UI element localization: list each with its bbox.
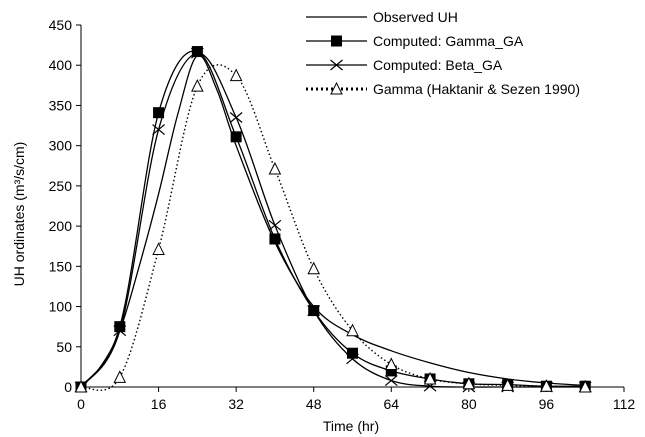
x-axis-title: Time (hr) [323, 418, 379, 434]
data-point [578, 379, 592, 393]
x-marker-stroke [190, 47, 204, 59]
y-tick-label: 250 [49, 178, 73, 194]
x-tick-label: 96 [539, 396, 555, 412]
data-point [268, 161, 282, 175]
series-0 [80, 54, 586, 388]
data-point [307, 305, 321, 317]
x-marker-stroke [113, 325, 127, 337]
x-marker-stroke [268, 219, 282, 231]
y-tick-label: 350 [49, 97, 73, 113]
series-3 [74, 64, 592, 393]
data-point [229, 112, 243, 123]
y-tick-label: 200 [49, 218, 73, 234]
legend-marker [330, 59, 343, 71]
data-point [501, 378, 514, 391]
data-point [230, 131, 242, 143]
data-point [152, 124, 165, 136]
y-tick-label: 150 [49, 258, 73, 274]
series-line [80, 54, 586, 388]
y-tick-label: 0 [64, 379, 72, 395]
data-point [268, 219, 282, 231]
axes: 0 16 32 48 64 80 96 112 0 50 100 150 200 250 300 350 400… [49, 17, 636, 412]
data-point [346, 353, 359, 365]
data-point [113, 370, 127, 383]
series-line [80, 52, 586, 388]
x-tick-label: 0 [77, 396, 85, 412]
legend-label: Computed: Beta_GA [373, 57, 503, 73]
series-1 [75, 46, 591, 393]
y-tick-label: 300 [49, 138, 73, 154]
y-tick-label: 450 [49, 17, 73, 33]
x-marker-stroke [330, 59, 343, 71]
x-marker-stroke [152, 124, 165, 136]
x-tick-label: 64 [383, 396, 399, 412]
legend-item: Computed: Beta_GA [306, 57, 503, 73]
legend-marker [330, 81, 343, 95]
x-marker-stroke [229, 112, 243, 123]
legend-label: Observed UH [373, 9, 458, 25]
data-point [347, 347, 358, 359]
data-point [190, 47, 204, 59]
data-point [191, 46, 203, 58]
legend-label: Computed: Gamma_GA [373, 33, 524, 49]
data-point [307, 261, 321, 275]
legend-item: Gamma (Haktanir & Sezen 1990) [306, 81, 580, 97]
x-tick-label: 16 [151, 396, 167, 412]
x-tick-label: 80 [461, 396, 477, 412]
data-point [384, 357, 398, 370]
data-point [540, 379, 553, 392]
data-point [229, 68, 243, 82]
data-point [191, 79, 204, 92]
legend: Observed UH Computed: Gamma_GA Computed: B… [306, 9, 580, 97]
x-tick-label: 112 [613, 396, 636, 412]
x-tick-label: 32 [228, 396, 244, 412]
series-line [80, 50, 586, 388]
data-point [384, 375, 398, 387]
x-marker-stroke [307, 305, 321, 317]
data-point [346, 323, 359, 337]
legend-item: Computed: Gamma_GA [306, 33, 524, 49]
legend-marker [331, 35, 342, 47]
legend-item: Observed UH [306, 9, 458, 25]
data-point [462, 376, 476, 390]
x-marker-stroke [384, 375, 398, 387]
legend-label: Gamma (Haktanir & Sezen 1990) [373, 81, 580, 97]
data-point [74, 379, 88, 393]
y-tick-label: 100 [49, 299, 73, 315]
data-point [423, 371, 437, 385]
x-marker-stroke [346, 353, 359, 365]
data-point [152, 242, 165, 255]
series-layer [74, 46, 592, 393]
y-tick-label: 50 [56, 339, 72, 355]
y-tick-label: 400 [49, 57, 73, 73]
data-point [113, 325, 127, 337]
x-tick-label: 48 [306, 396, 322, 412]
y-axis-title: UH ordinates (m³/s/cm) [11, 142, 27, 287]
